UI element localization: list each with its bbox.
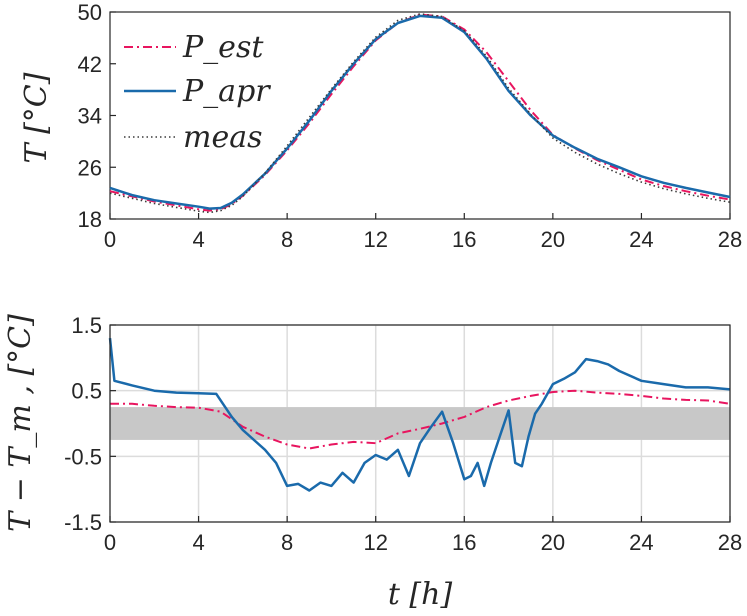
bottom-y-tick-label-3: 1.5 bbox=[71, 313, 102, 338]
top-x-tick-label-2: 8 bbox=[281, 227, 293, 252]
bottom-y-ticks: -1.5 -0.5 0.5 1.5 bbox=[64, 313, 116, 535]
top-series bbox=[109, 13, 731, 214]
bottom-y-tick-label-0: -1.5 bbox=[64, 510, 102, 535]
bottom-x-tick-label-5: 20 bbox=[541, 530, 565, 555]
top-x-tick-label-0: 0 bbox=[104, 227, 116, 252]
bottom-y-axis-label: T − T_m , [°C] bbox=[3, 314, 38, 532]
top-y-ticks: 18 26 34 42 50 bbox=[78, 0, 116, 232]
top-y-tick-label-4: 50 bbox=[78, 0, 102, 25]
legend: P_est P_apr meas bbox=[124, 30, 271, 155]
tolerance-band bbox=[110, 407, 730, 440]
bottom-x-tick-label-0: 0 bbox=[104, 530, 116, 555]
top-y-tick-label-0: 18 bbox=[78, 207, 102, 232]
top-y-axis-label: T [°C] bbox=[19, 72, 54, 163]
top-y-tick-label-3: 42 bbox=[78, 52, 102, 77]
bottom-y-tick-label-2: 0.5 bbox=[71, 379, 102, 404]
top-series-meas-line bbox=[109, 13, 731, 214]
legend-label-papr: P_apr bbox=[182, 74, 271, 109]
bottom-x-tick-label-2: 8 bbox=[281, 530, 293, 555]
bottom-series-papr-line bbox=[108, 337, 731, 492]
top-x-tick-label-7: 28 bbox=[718, 227, 742, 252]
bottom-x-axis-label: t [h] bbox=[388, 577, 453, 612]
top-series-papr-line bbox=[109, 14, 731, 210]
bottom-x-tick-label-6: 24 bbox=[629, 530, 653, 555]
bottom-x-ticks: 0 4 8 12 16 20 24 28 bbox=[104, 516, 742, 555]
bottom-panel: -1.5 -0.5 0.5 1.5 0 4 8 12 16 20 24 28 T − T_m , [… bbox=[3, 313, 742, 612]
bottom-series bbox=[108, 337, 731, 492]
bottom-x-tick-label-4: 16 bbox=[452, 530, 476, 555]
bottom-y-tick-label-1: -0.5 bbox=[64, 444, 102, 469]
top-x-tick-label-5: 20 bbox=[541, 227, 565, 252]
bottom-x-tick-label-3: 12 bbox=[363, 530, 387, 555]
top-y-tick-label-2: 34 bbox=[78, 104, 102, 129]
top-x-tick-label-3: 12 bbox=[363, 227, 387, 252]
top-x-tick-label-4: 16 bbox=[452, 227, 476, 252]
bottom-plot-frame bbox=[109, 324, 731, 523]
legend-label-meas: meas bbox=[183, 120, 262, 155]
top-x-tick-label-6: 24 bbox=[629, 227, 653, 252]
top-x-ticks: 0 4 8 12 16 20 24 28 bbox=[104, 213, 742, 252]
top-y-tick-label-1: 26 bbox=[78, 155, 102, 180]
bottom-x-tick-label-7: 28 bbox=[718, 530, 742, 555]
bottom-series-pest-line bbox=[110, 389, 731, 450]
top-series-pest-line bbox=[109, 13, 731, 212]
bottom-x-tick-label-1: 4 bbox=[192, 530, 204, 555]
legend-label-pest: P_est bbox=[182, 30, 264, 65]
top-x-tick-label-1: 4 bbox=[192, 227, 204, 252]
top-panel: 18 26 34 42 50 0 4 8 12 16 20 24 28 T [°C] P_est P_… bbox=[19, 0, 742, 252]
top-plot-area bbox=[109, 11, 731, 220]
